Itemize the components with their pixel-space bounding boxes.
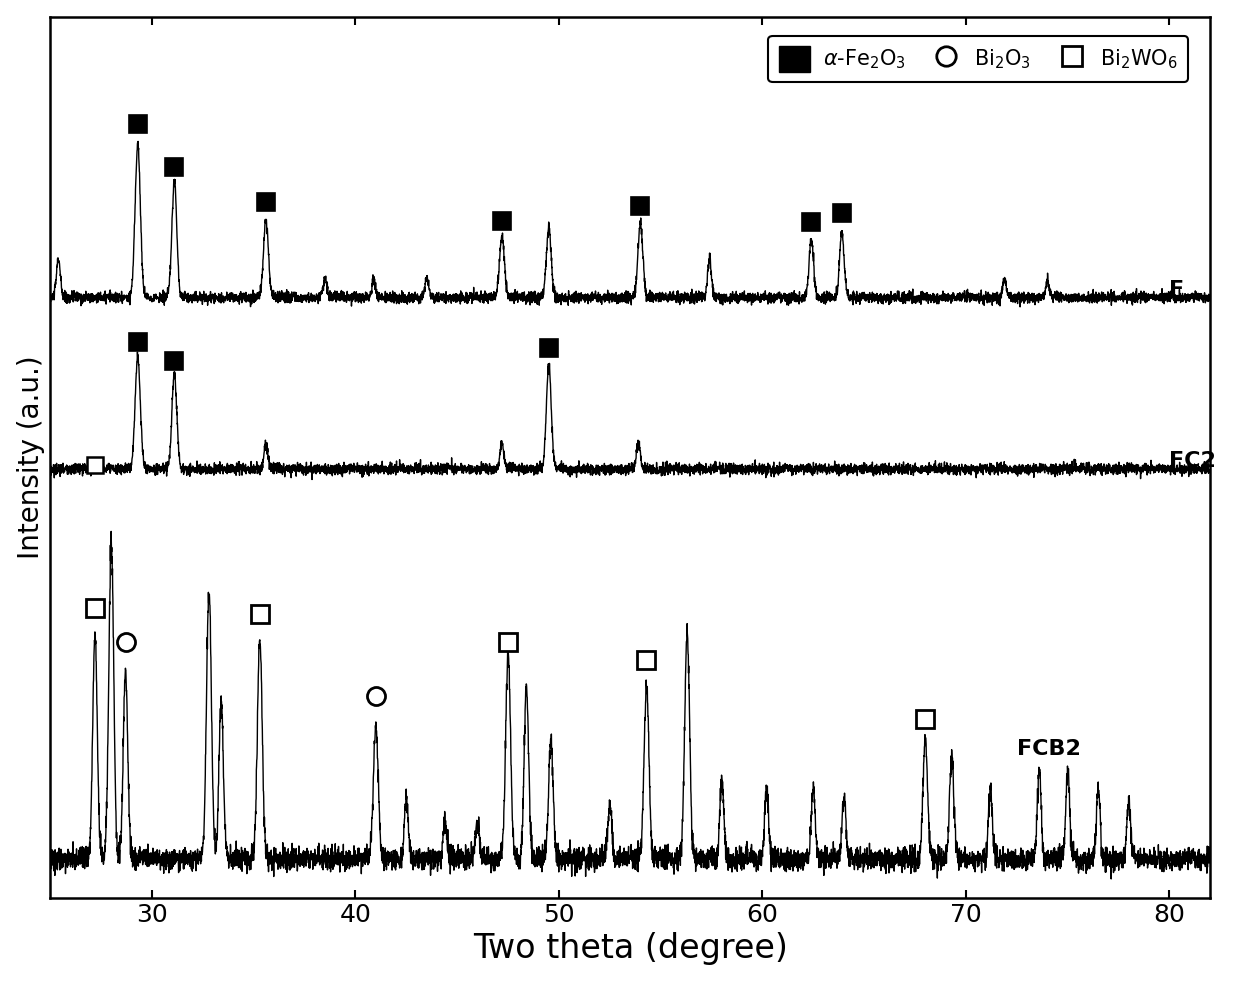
Legend: $\alpha$-Fe$_2$O$_3$, Bi$_2$O$_3$, Bi$_2$WO$_6$: $\alpha$-Fe$_2$O$_3$, Bi$_2$O$_3$, Bi$_2… — [769, 36, 1188, 82]
Text: FCB2: FCB2 — [1017, 739, 1081, 759]
Y-axis label: Intensity (a.u.): Intensity (a.u.) — [16, 355, 45, 559]
Text: FC2: FC2 — [1169, 451, 1216, 471]
X-axis label: Two theta (degree): Two theta (degree) — [472, 932, 787, 965]
Text: F: F — [1169, 280, 1184, 300]
